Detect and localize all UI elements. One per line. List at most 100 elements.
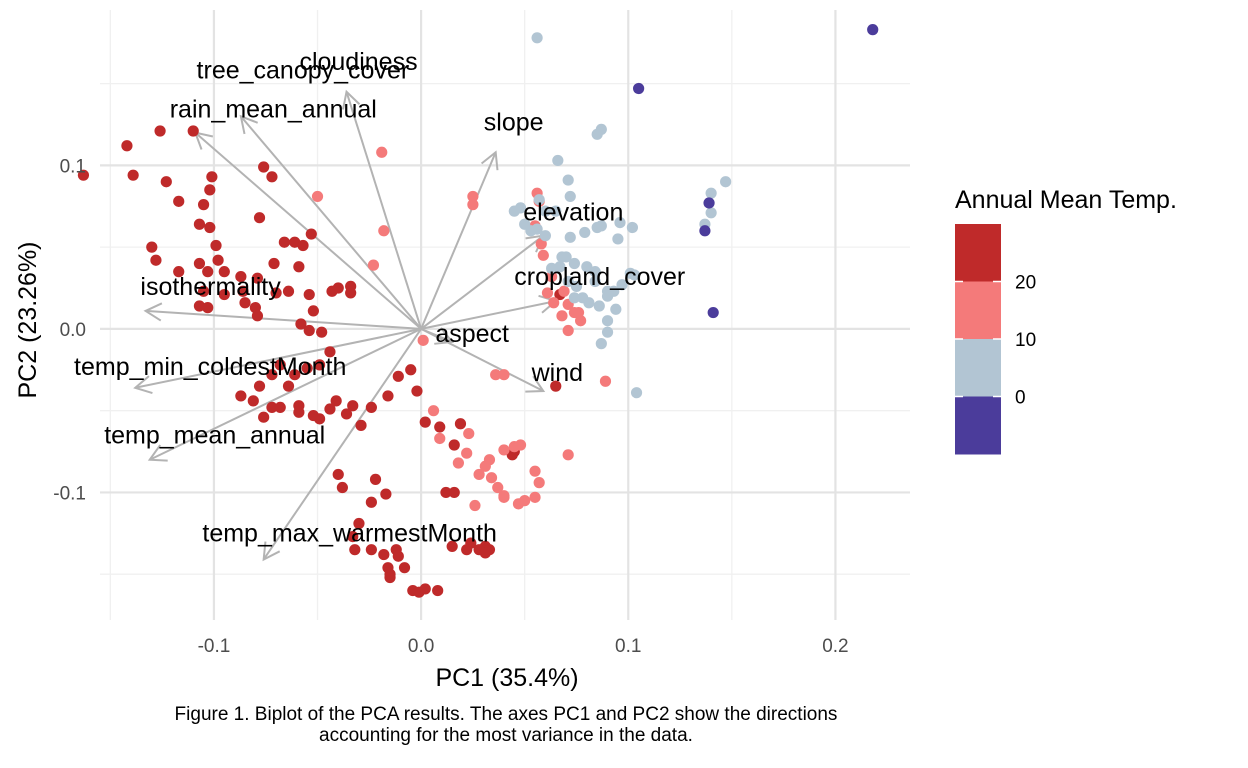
loading-label: temp_min_coldestMonth xyxy=(74,353,346,381)
score-point xyxy=(307,305,319,317)
score-point xyxy=(193,257,206,270)
score-point xyxy=(218,266,230,278)
score-point xyxy=(539,230,551,242)
score-point xyxy=(601,315,614,327)
score-point xyxy=(289,369,301,381)
score-point xyxy=(492,481,504,494)
score-point xyxy=(330,395,342,407)
legend-title: Annual Mean Temp. xyxy=(955,186,1177,214)
score-point xyxy=(624,267,636,279)
score-point xyxy=(355,419,367,431)
score-point xyxy=(353,517,365,530)
loading-label: cropland_cover xyxy=(514,263,685,291)
score-point xyxy=(332,468,344,481)
score-point xyxy=(461,447,473,459)
score-point xyxy=(347,530,359,543)
score-point xyxy=(514,439,527,451)
loading-arrow-head xyxy=(434,327,455,345)
score-point xyxy=(479,547,491,559)
score-point xyxy=(546,270,558,283)
y-tick-label: 0.0 xyxy=(60,320,86,341)
score-point xyxy=(378,225,390,237)
score-point xyxy=(193,218,206,230)
y-tick-label: -0.1 xyxy=(53,483,86,504)
score-point xyxy=(367,259,380,271)
score-point xyxy=(562,174,574,186)
score-point xyxy=(548,297,560,309)
axis-ticks: -0.1 0.0 0.1 0.2 -0.1 0.0 0.1 xyxy=(53,156,848,657)
loading-arrow-head xyxy=(239,114,259,135)
score-point xyxy=(336,481,348,494)
score-point xyxy=(193,300,206,312)
score-point xyxy=(210,239,222,252)
score-point xyxy=(282,380,295,392)
score-point xyxy=(345,287,357,299)
score-point xyxy=(525,225,537,237)
legend-label: 0 xyxy=(1015,388,1026,409)
loading-arrow-head xyxy=(480,150,499,171)
score-point xyxy=(247,395,259,407)
score-point xyxy=(411,385,423,397)
score-point xyxy=(533,194,545,206)
score-point xyxy=(705,187,717,199)
score-point xyxy=(427,405,440,417)
score-point xyxy=(633,82,645,95)
score-point xyxy=(316,326,328,338)
score-point xyxy=(508,205,520,217)
score-point xyxy=(720,176,732,188)
score-point xyxy=(434,421,446,433)
score-point xyxy=(454,418,467,430)
loading-arrow-head xyxy=(525,375,546,393)
legend-color-bin xyxy=(955,396,1001,455)
score-point xyxy=(206,171,218,183)
score-point xyxy=(202,266,214,278)
score-point xyxy=(562,275,574,288)
caption-line-2: accounting for the most variance in the … xyxy=(319,725,693,746)
score-point xyxy=(187,125,199,137)
score-point xyxy=(121,140,133,152)
score-point xyxy=(398,562,411,574)
score-point xyxy=(237,285,249,297)
score-point xyxy=(324,346,336,358)
score-point xyxy=(579,226,591,239)
score-point xyxy=(270,287,282,299)
score-point xyxy=(293,406,305,418)
loading-arrow-shaft xyxy=(345,91,423,330)
score-point xyxy=(332,282,344,294)
score-point xyxy=(562,324,574,337)
score-point xyxy=(446,540,458,553)
x-tick-label: 0.1 xyxy=(615,636,641,657)
score-point xyxy=(699,225,711,237)
score-point xyxy=(610,303,622,315)
figure-caption: Figure 1. Biplot of the PCA results. The… xyxy=(0,704,1012,746)
score-point xyxy=(589,266,601,278)
score-point xyxy=(550,205,562,217)
score-point xyxy=(529,465,541,477)
score-point xyxy=(324,403,336,415)
score-point xyxy=(550,380,562,392)
score-point xyxy=(384,571,396,584)
score-point xyxy=(568,257,580,270)
score-point xyxy=(251,310,264,322)
score-point xyxy=(365,496,377,508)
legend-label: 20 xyxy=(1015,273,1036,294)
score-point xyxy=(278,236,290,248)
score-point xyxy=(380,488,392,500)
score-point xyxy=(564,231,576,243)
score-point xyxy=(539,205,551,217)
x-tick-label: 0.2 xyxy=(822,636,848,657)
score-point xyxy=(150,254,162,266)
legend-color-bin xyxy=(955,281,1001,340)
loading-label: temp_mean_annual xyxy=(104,422,325,450)
score-point xyxy=(614,217,626,229)
score-point xyxy=(295,318,307,330)
loading-arrow-shaft xyxy=(149,328,422,461)
score-point xyxy=(498,369,510,381)
score-point xyxy=(204,221,216,234)
score-point xyxy=(595,338,607,350)
score-point xyxy=(258,161,270,173)
loading-arrow-shaft xyxy=(135,327,422,389)
score-point xyxy=(253,212,266,224)
